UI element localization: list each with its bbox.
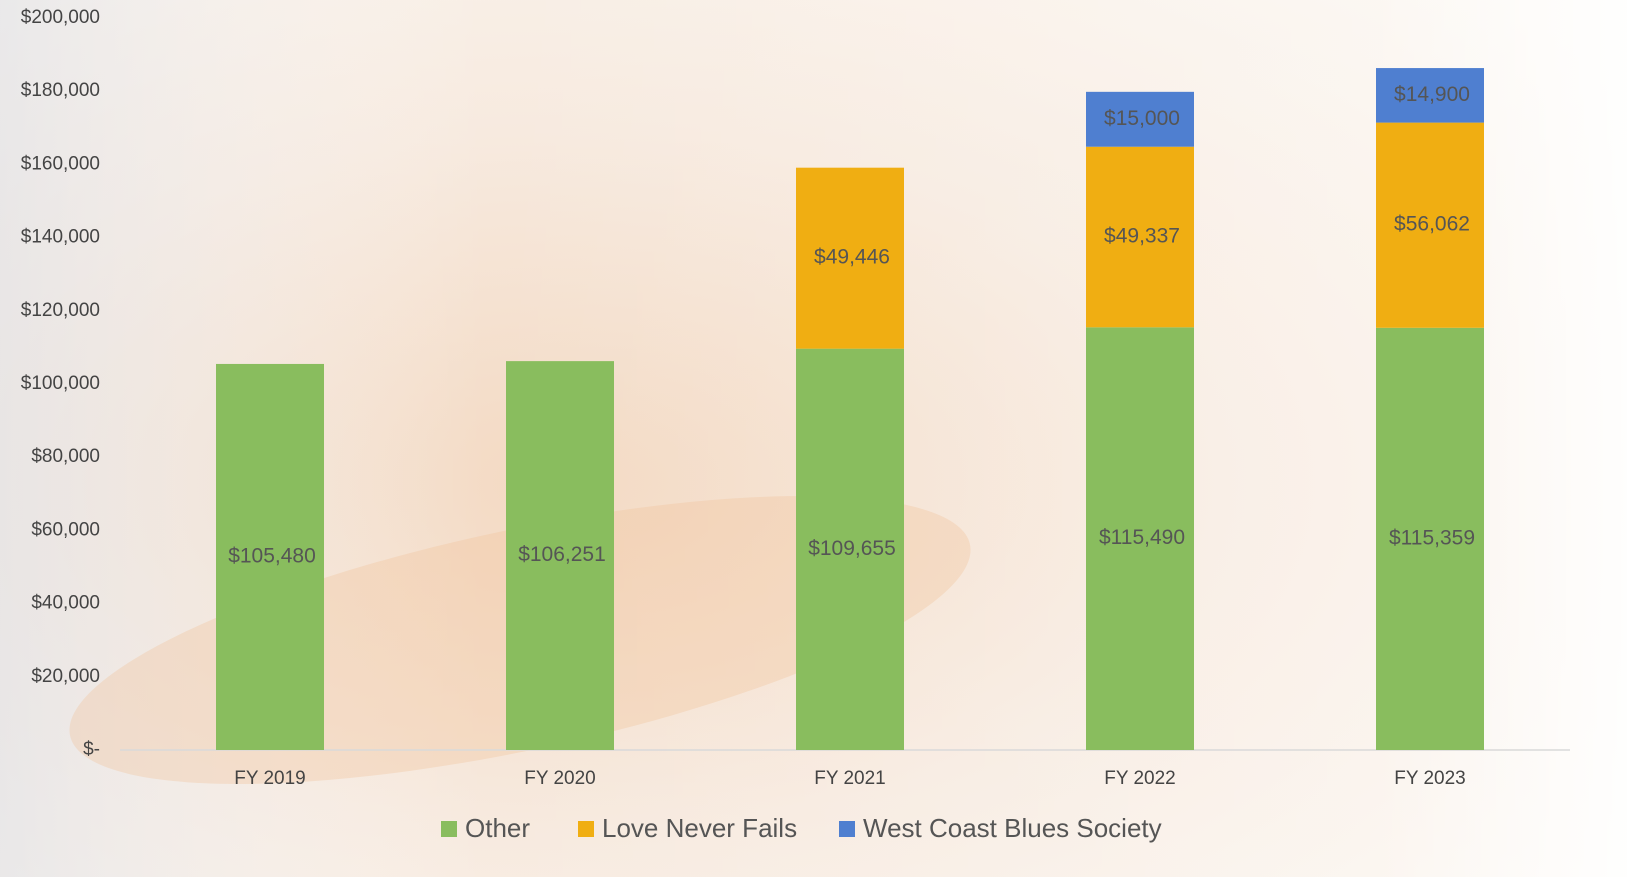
bar-segment: [1376, 68, 1484, 123]
legend-label: West Coast Blues Society: [863, 813, 1162, 843]
bar-segment: [1376, 122, 1484, 328]
bar-segment: [1086, 327, 1194, 750]
y-tick-label: $180,000: [21, 80, 100, 101]
data-label: $106,251: [518, 543, 606, 566]
bar-segment: [1086, 91, 1194, 147]
data-label: $49,446: [814, 246, 890, 269]
y-tick-label: $100,000: [21, 373, 100, 394]
legend-label: Other: [465, 813, 530, 843]
y-tick-label: $200,000: [21, 7, 100, 28]
data-label: $14,900: [1394, 83, 1470, 106]
legend-swatch: [578, 821, 594, 837]
data-label: $15,000: [1104, 107, 1180, 130]
y-tick-label: $80,000: [31, 446, 100, 467]
legend-swatch: [441, 821, 457, 837]
x-tick-label: FY 2023: [1394, 768, 1465, 789]
y-tick-label: $-: [83, 739, 100, 760]
data-label: $109,655: [808, 537, 896, 560]
data-label: $115,490: [1099, 526, 1185, 549]
y-tick-label: $40,000: [31, 593, 100, 614]
y-tick-label: $20,000: [31, 666, 100, 687]
bar-segment: [796, 348, 904, 750]
x-tick-label: FY 2021: [814, 768, 885, 789]
bar-segment: [216, 363, 324, 750]
y-tick-label: $120,000: [21, 300, 100, 321]
x-tick-label: FY 2022: [1104, 768, 1175, 789]
x-tick-label: FY 2020: [524, 768, 595, 789]
x-tick-label: FY 2019: [234, 768, 305, 789]
y-tick-label: $160,000: [21, 153, 100, 174]
data-label: $49,337: [1104, 225, 1180, 248]
y-tick-label: $60,000: [31, 519, 100, 540]
bar-segment: [1376, 327, 1484, 750]
bar-segment: [796, 167, 904, 349]
bar-segment: [1086, 146, 1194, 328]
data-label: $115,359: [1389, 526, 1475, 549]
data-label: $56,062: [1394, 213, 1470, 236]
bar-segment: [506, 361, 614, 750]
legend-label: Love Never Fails: [602, 813, 797, 843]
legend-swatch: [839, 821, 855, 837]
y-tick-label: $140,000: [21, 227, 100, 248]
data-label: $105,480: [228, 545, 316, 568]
